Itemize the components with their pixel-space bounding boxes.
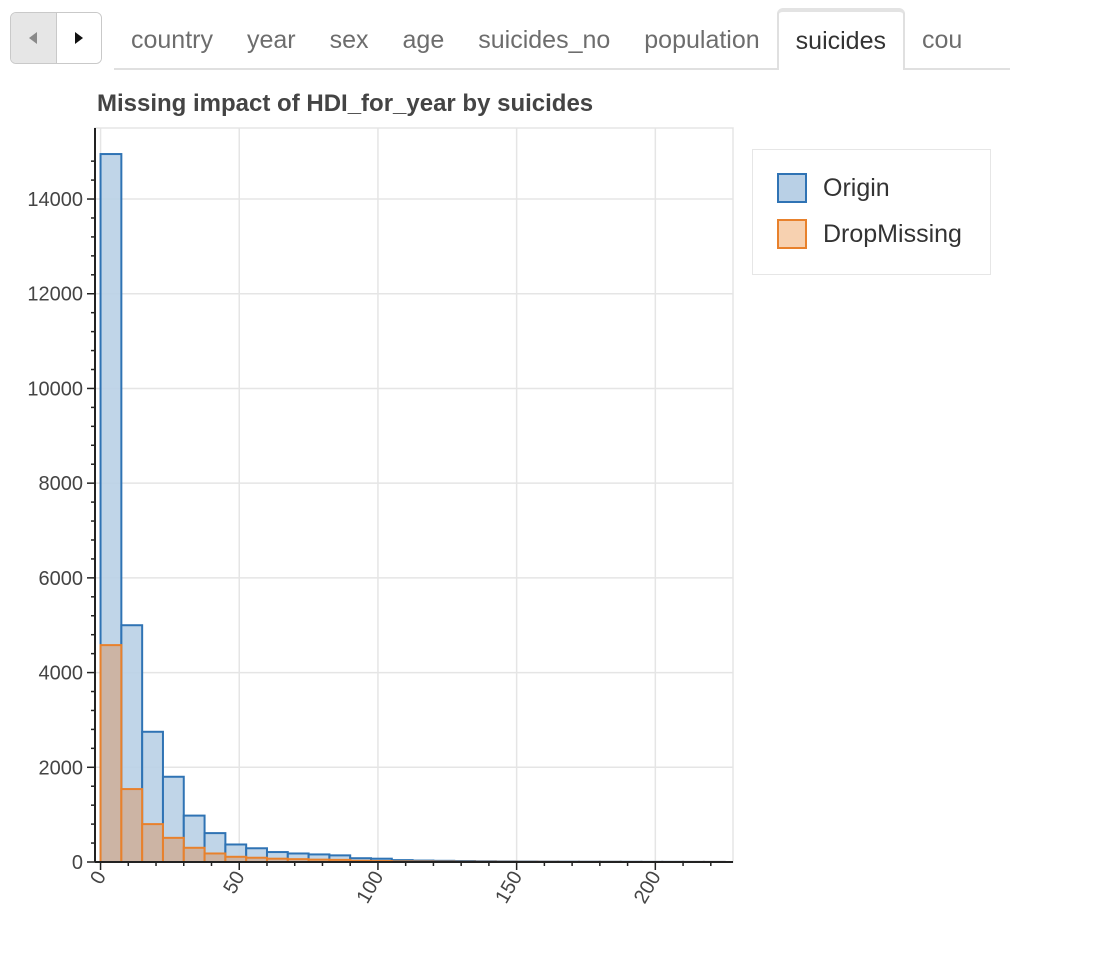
bar-dropmissing — [161, 836, 185, 864]
tab-scroll-prev-button[interactable] — [11, 13, 57, 63]
bar-dropmissing — [99, 644, 123, 864]
x-tick-label: 150 — [491, 868, 527, 908]
y-tick-label: 12000 — [27, 284, 83, 306]
tab-scroll-controls — [10, 12, 102, 64]
tab-suicides-no[interactable]: suicides_no — [478, 26, 611, 54]
tab-population[interactable]: population — [644, 26, 760, 54]
bar-dropmissing — [182, 846, 206, 863]
tab-age[interactable]: age — [402, 26, 445, 54]
legend-item-dropmissing[interactable]: DropMissing — [777, 219, 962, 249]
y-tick-label: 10000 — [27, 378, 83, 400]
chart-legend: Origin DropMissing — [752, 149, 991, 275]
x-axis-ticks: 0 50 100 150 200 — [86, 862, 712, 908]
y-tick-label: 14000 — [27, 189, 83, 211]
origin-bars — [99, 153, 726, 864]
bar-dropmissing — [141, 823, 164, 864]
axes — [94, 128, 733, 863]
x-tick-label: 100 — [353, 868, 389, 908]
y-tick-label: 6000 — [39, 568, 84, 590]
y-tick-label: 8000 — [39, 473, 84, 495]
tab-scroll-next-button[interactable] — [56, 13, 101, 63]
legend-label-dropmissing: DropMissing — [823, 219, 962, 248]
tab-country[interactable]: country — [131, 26, 213, 54]
grid-lines — [94, 127, 734, 863]
tab-suicides[interactable]: suicides — [776, 8, 905, 70]
legend-item-origin[interactable]: Origin — [777, 173, 890, 203]
caret-right-icon — [74, 32, 83, 44]
plot-frame — [94, 127, 734, 863]
bar-dropmissing — [203, 852, 227, 864]
caret-left-icon — [29, 32, 38, 44]
y-tick-label: 4000 — [39, 663, 84, 685]
x-tick-label: 200 — [630, 868, 666, 908]
legend-swatch-origin — [777, 173, 807, 203]
x-tick-label: 50 — [219, 868, 249, 898]
bar-dropmissing — [120, 788, 144, 863]
chart-title: Missing impact of HDI_for_year by suicid… — [97, 90, 594, 117]
tab-year[interactable]: year — [246, 26, 296, 54]
y-axis-ticks: 0 2000 4000 6000 8000 10000 12000 14000 — [27, 160, 95, 874]
x-tick-label: 0 — [86, 868, 111, 889]
y-tick-label: 2000 — [39, 757, 84, 779]
tab-bar: country year sex age suicides_no populat… — [114, 8, 1010, 70]
y-tick-label: 0 — [72, 852, 83, 874]
tab-cou[interactable]: cou — [922, 26, 963, 54]
tab-sex[interactable]: sex — [329, 26, 369, 54]
legend-label-origin: Origin — [823, 173, 890, 202]
legend-swatch-dropmissing — [777, 219, 807, 249]
